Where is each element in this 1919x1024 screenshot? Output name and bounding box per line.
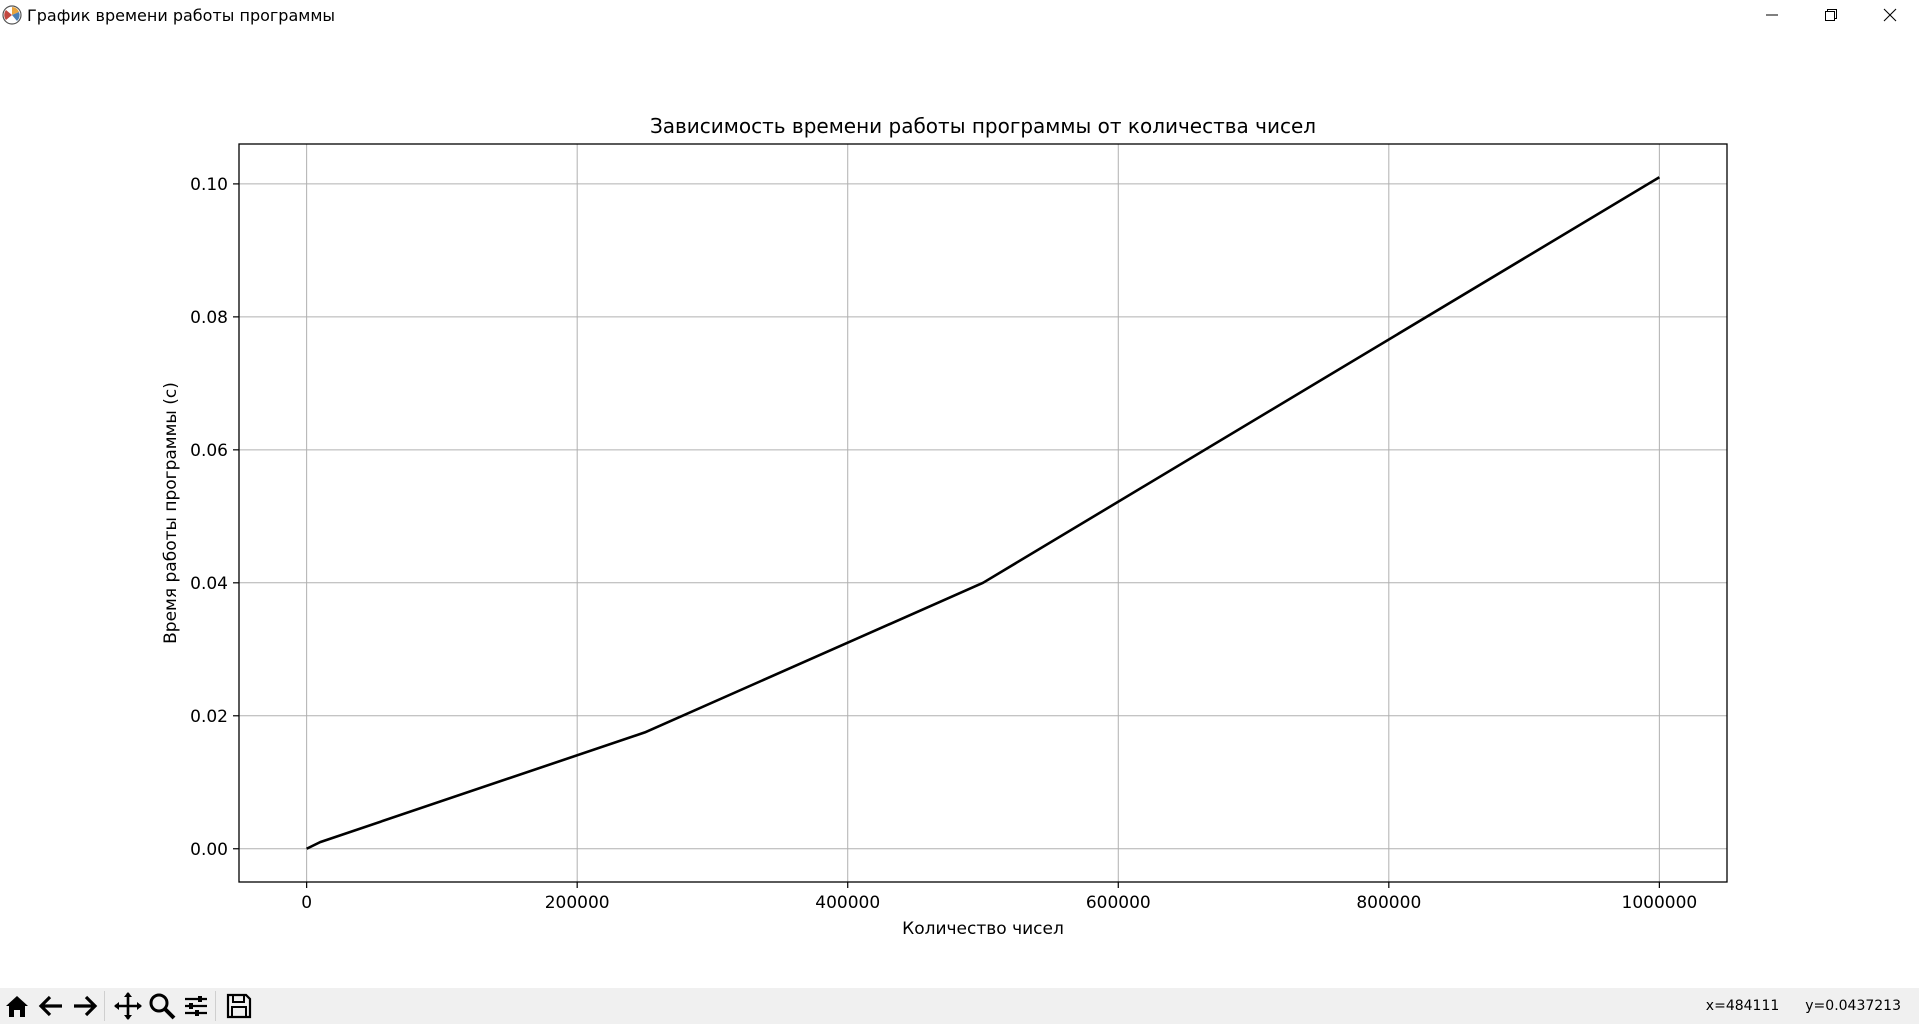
pan-button[interactable] <box>111 989 145 1023</box>
home-button[interactable] <box>0 989 34 1023</box>
back-icon <box>38 995 62 1017</box>
x-tick-label: 400000 <box>815 893 880 913</box>
window-titlebar: График времени работы программы <box>0 0 1919 30</box>
x-tick-label: 600000 <box>1086 893 1151 913</box>
y-tick-label: 0.10 <box>190 175 228 195</box>
x-tick-label: 200000 <box>545 893 610 913</box>
x-tick-label: 800000 <box>1356 893 1421 913</box>
line-chart[interactable]: 0 200000 400000 600000 800000 1000000 0.00 0.02… <box>0 30 1919 988</box>
y-tick-label: 0.00 <box>190 840 228 860</box>
x-tick-label: 0 <box>301 893 312 913</box>
matplotlib-icon <box>2 5 22 25</box>
cursor-coordinates: x=484111 y=0.0437213 <box>1680 988 1901 1024</box>
zoom-icon <box>149 993 176 1020</box>
minimize-button[interactable] <box>1742 0 1801 30</box>
y-tick-label: 0.04 <box>190 574 228 594</box>
configure-button[interactable] <box>179 989 213 1023</box>
maximize-button[interactable] <box>1801 0 1860 30</box>
x-axis-label: Количество чисел <box>902 919 1064 939</box>
toolbar-separator <box>215 991 220 1021</box>
y-tick-label: 0.08 <box>190 308 228 328</box>
series-line <box>306 176 1661 850</box>
coord-x: x=484111 <box>1705 998 1780 1014</box>
forward-icon <box>74 995 98 1017</box>
navigation-toolbar: x=484111 y=0.0437213 <box>0 988 1919 1024</box>
save-icon <box>226 993 252 1019</box>
y-tick-label: 0.02 <box>190 707 228 727</box>
figure-canvas[interactable]: 0 200000 400000 600000 800000 1000000 0.00 0.02… <box>0 30 1919 988</box>
minimize-icon <box>1765 14 1778 16</box>
forward-button[interactable] <box>68 989 102 1023</box>
pan-icon <box>114 992 142 1020</box>
close-icon <box>1883 8 1896 22</box>
chart-title: Зависимость времени работы программы от … <box>650 114 1316 138</box>
zoom-button[interactable] <box>145 989 179 1023</box>
toolbar-separator <box>104 991 109 1021</box>
save-button[interactable] <box>222 989 256 1023</box>
configure-icon <box>185 996 207 1016</box>
y-tick-label: 0.06 <box>190 441 228 461</box>
close-button[interactable] <box>1860 0 1919 30</box>
restore-icon <box>1824 9 1837 21</box>
back-button[interactable] <box>34 989 68 1023</box>
y-axis-label: Время работы программы (с) <box>161 382 181 644</box>
home-icon <box>6 996 28 1017</box>
coord-y: y=0.0437213 <box>1805 998 1901 1014</box>
plot-frame <box>238 143 1728 883</box>
window-title: График времени работы программы <box>27 5 336 25</box>
x-tick-label: 1000000 <box>1622 893 1698 913</box>
